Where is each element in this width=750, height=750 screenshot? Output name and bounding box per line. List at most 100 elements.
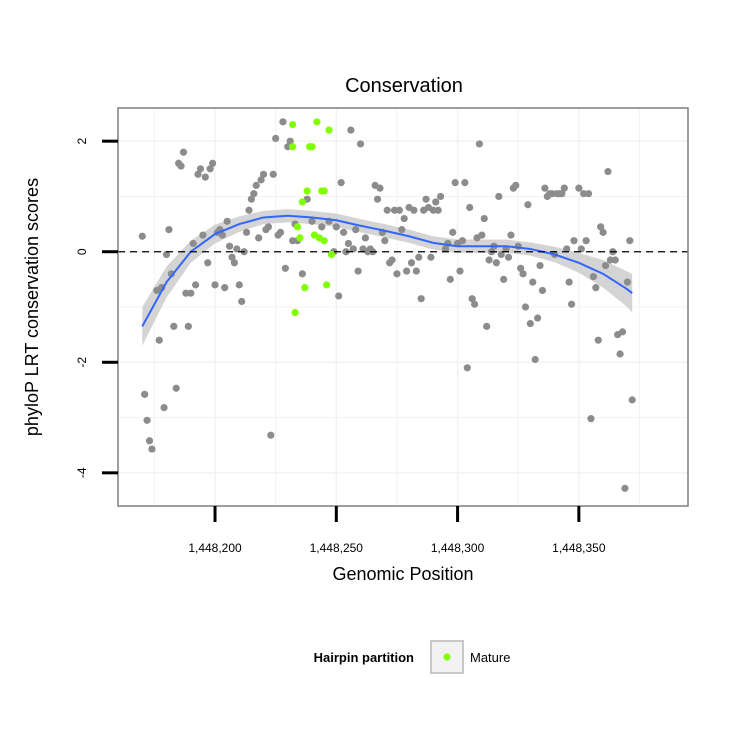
other-point: [179, 148, 188, 156]
confidence-ribbon: [142, 209, 633, 346]
other-point: [373, 195, 382, 203]
mature-point: [296, 234, 304, 242]
other-point: [194, 170, 202, 178]
legend-key-mature: [443, 653, 451, 661]
other-point: [575, 184, 583, 192]
other-point: [519, 270, 527, 278]
other-point: [470, 300, 479, 308]
other-point: [208, 159, 217, 167]
other-point: [407, 259, 416, 267]
x-axis-title: Genomic Position: [332, 564, 473, 584]
other-point: [141, 390, 149, 398]
other-point: [468, 295, 476, 303]
smooth-line-layer: [141, 214, 633, 327]
mature-point: [301, 284, 309, 292]
other-point: [267, 431, 275, 439]
other-point: [228, 253, 236, 261]
other-point: [383, 206, 391, 214]
other-point: [446, 275, 454, 283]
other-point: [570, 237, 578, 245]
other-point: [529, 278, 537, 286]
y-tick-label: 2: [75, 138, 89, 145]
other-point: [361, 234, 370, 242]
legend-title: Hairpin partition: [314, 650, 414, 665]
mature-point: [298, 198, 306, 206]
other-point: [160, 404, 168, 412]
other-point: [223, 217, 231, 225]
other-point: [393, 270, 401, 278]
other-point: [410, 206, 418, 214]
other-point: [621, 484, 629, 492]
mature-point: [320, 237, 328, 245]
x-tick-label: 1,448,300: [431, 541, 485, 555]
y-tick-label: -2: [75, 357, 89, 368]
other-point: [257, 176, 265, 184]
other-point: [225, 242, 234, 250]
other-point: [272, 134, 280, 143]
other-point: [184, 322, 192, 330]
other-point: [308, 217, 316, 225]
other-point: [167, 270, 175, 278]
y-tick-label: 0: [75, 248, 89, 255]
other-point: [541, 184, 549, 192]
other-point: [238, 297, 246, 306]
other-point: [245, 206, 253, 214]
other-point: [145, 437, 154, 445]
other-point: [492, 259, 500, 267]
x-tick-label: 1,448,350: [552, 541, 606, 555]
other-point: [432, 198, 440, 206]
other-point: [538, 286, 547, 295]
other-point: [276, 228, 285, 236]
mature-point: [291, 308, 299, 317]
other-point: [449, 228, 457, 236]
chart-title: Conservation: [345, 75, 463, 97]
other-point: [434, 206, 442, 214]
other-point: [218, 231, 226, 239]
data-points-layer: [138, 118, 636, 492]
other-point: [247, 195, 256, 203]
other-point: [318, 223, 326, 231]
other-point: [427, 253, 435, 261]
y-axis-title: phyloP LRT conservation scores: [22, 178, 42, 436]
mature-point: [308, 143, 316, 151]
other-point: [344, 239, 353, 248]
legend: Hairpin partition Mature: [314, 640, 510, 674]
other-point: [597, 223, 605, 231]
other-point: [480, 214, 488, 223]
other-point: [563, 245, 571, 253]
other-point: [524, 201, 532, 209]
other-point: [616, 350, 624, 358]
other-point: [252, 181, 260, 189]
other-point: [592, 284, 600, 292]
other-point: [483, 322, 491, 330]
other-point: [628, 396, 636, 404]
other-point: [170, 322, 178, 330]
other-point: [381, 237, 389, 245]
other-point: [230, 259, 239, 267]
other-point: [196, 165, 205, 173]
other-point: [172, 384, 180, 392]
other-point: [577, 245, 585, 253]
other-point: [534, 314, 542, 322]
mature-point: [289, 143, 297, 151]
other-point: [395, 206, 403, 214]
other-point: [138, 232, 146, 240]
other-point: [599, 228, 607, 236]
other-point: [376, 184, 384, 192]
other-point: [201, 173, 209, 181]
y-tick-label: -4: [75, 467, 89, 478]
other-point: [354, 267, 362, 275]
mature-point: [303, 187, 311, 195]
other-point: [560, 184, 568, 192]
other-point: [281, 264, 289, 272]
other-point: [623, 278, 631, 286]
other-point: [177, 162, 185, 170]
other-point: [279, 118, 287, 126]
mature-point: [327, 250, 336, 259]
other-point: [497, 250, 505, 259]
other-point: [507, 231, 515, 239]
other-point: [504, 253, 513, 261]
other-point: [611, 256, 619, 264]
other-point: [500, 275, 508, 283]
other-point: [337, 179, 345, 187]
